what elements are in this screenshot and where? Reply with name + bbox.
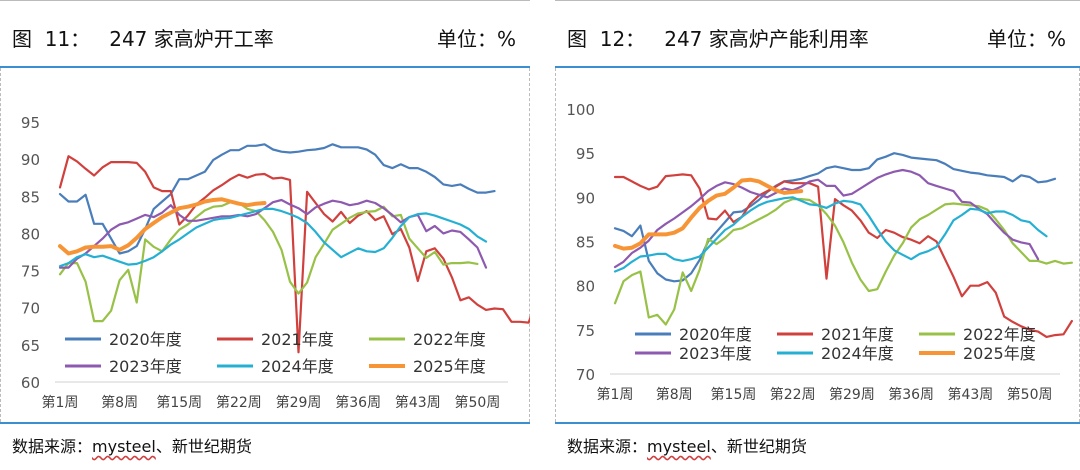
legend-label-2020: 2020年度 — [109, 330, 182, 349]
y-tick-label-70: 70 — [576, 366, 595, 384]
legend-label-2021: 2021年度 — [821, 325, 894, 344]
capacity-utilization-chart: 70 75 80 85 90 95 100 第1周 第8周 第15周 第22周 第29周 第36周 第43… — [566, 101, 1074, 403]
legend: 2020年度 2021年度 2022年度 2023年度 2024年度 2025年度 — [65, 330, 486, 376]
figure-title: 图 12： 247 家高炉产能利用率 — [567, 27, 869, 51]
legend-label-2023: 2023年度 — [679, 344, 752, 363]
series-line-2023 — [613, 168, 1040, 269]
x-tick-label-week-8: 第8周 — [656, 386, 693, 403]
x-tick-label-week-22: 第22周 — [770, 386, 816, 403]
x-tick-label-week-29: 第29周 — [829, 386, 875, 403]
legend-label-2020: 2020年度 — [679, 325, 752, 344]
legend-label-2025: 2025年度 — [413, 357, 486, 376]
unit-label: 单位：% — [986, 27, 1066, 51]
y-tick-label-75: 75 — [576, 322, 595, 340]
x-tick-label-week-50: 第50周 — [1007, 386, 1053, 403]
figure-11: 图 11： 247 家高炉开工率 单位：% 60 65 70 75 80 85 90 95 第1… — [0, 0, 530, 470]
x-tick-label-week-15: 第15周 — [711, 386, 757, 403]
series-line-2020 — [58, 143, 496, 255]
x-tick-label-week-22: 第22周 — [216, 394, 262, 411]
x-tick-label-week-1: 第1周 — [42, 394, 79, 411]
series-line-2024 — [58, 207, 488, 268]
y-tick-label-95: 95 — [576, 145, 595, 163]
source-word: mysteel — [647, 437, 711, 456]
data-source: 数据来源：mysteel、新世纪期货 — [12, 433, 252, 457]
y-tick-label-80: 80 — [21, 225, 40, 243]
source-suffix: 、新世纪期货 — [155, 437, 252, 456]
x-tick-label-week-43: 第43周 — [395, 394, 441, 411]
series-line-2020 — [613, 152, 1057, 283]
figure-footer: 数据来源：mysteel、新世纪期货 — [555, 422, 1080, 462]
x-tick-label-week-36: 第36周 — [888, 386, 934, 403]
series-line-2024 — [613, 196, 1048, 273]
legend-label-2022: 2022年度 — [963, 325, 1036, 344]
y-tick-label-70: 70 — [21, 300, 40, 318]
series-line-2021 — [58, 155, 530, 354]
operating-rate-chart: 60 65 70 75 80 85 90 95 第1周 第8周 第15周 第22周 第29周 第36周 第4… — [21, 114, 530, 411]
legend-label-2025: 2025年度 — [963, 344, 1036, 363]
y-tick-label-90: 90 — [21, 151, 40, 169]
series-line-2021 — [613, 173, 1074, 338]
figure-title: 图 11： 247 家高炉开工率 — [12, 27, 274, 51]
y-tick-label-60: 60 — [21, 374, 40, 392]
figure-header: 图 12： 247 家高炉产能利用率 单位：% — [555, 0, 1080, 68]
source-suffix: 、新世纪期货 — [710, 437, 807, 456]
y-tick-label-75: 75 — [21, 263, 40, 281]
x-tick-label-week-1: 第1周 — [597, 386, 634, 403]
source-word: mysteel — [92, 437, 156, 456]
y-tick-label-85: 85 — [576, 234, 595, 252]
y-tick-label-80: 80 — [576, 278, 595, 296]
figure-footer: 数据来源：mysteel、新世纪期货 — [0, 422, 530, 462]
series-line-2025 — [58, 197, 267, 256]
y-tick-label-85: 85 — [21, 188, 40, 206]
legend-label-2022: 2022年度 — [413, 330, 486, 349]
x-tick-label-week-50: 第50周 — [455, 394, 501, 411]
x-tick-label-week-15: 第15周 — [156, 394, 202, 411]
data-source: 数据来源：mysteel、新世纪期货 — [567, 433, 807, 457]
unit-label: 单位：% — [436, 27, 516, 51]
legend-label-2024: 2024年度 — [261, 357, 334, 376]
chart-frame — [0, 68, 530, 422]
legend: 2020年度 2021年度 2022年度 2023年度 2024年度 2025年度 — [635, 325, 1036, 363]
y-tick-label-65: 65 — [21, 337, 40, 355]
series-line-2025 — [613, 177, 804, 251]
figure-12: 图 12： 247 家高炉产能利用率 单位：% 70 75 80 85 90 95 100 第… — [555, 0, 1080, 470]
source-prefix: 数据来源： — [567, 437, 648, 456]
x-tick-label-week-43: 第43周 — [947, 386, 993, 403]
x-tick-label-week-8: 第8周 — [101, 394, 138, 411]
legend-label-2023: 2023年度 — [109, 357, 182, 376]
x-tick-label-week-29: 第29周 — [276, 394, 322, 411]
x-tick-label-week-36: 第36周 — [335, 394, 381, 411]
figure-header: 图 11： 247 家高炉开工率 单位：% — [0, 0, 530, 68]
y-tick-label-100: 100 — [566, 101, 595, 119]
y-tick-label-90: 90 — [576, 189, 595, 207]
series-line-2022 — [613, 198, 1074, 326]
series-line-2022 — [58, 201, 479, 323]
source-prefix: 数据来源： — [12, 437, 93, 456]
legend-label-2021: 2021年度 — [261, 330, 334, 349]
y-tick-label-95: 95 — [21, 114, 40, 132]
legend-label-2024: 2024年度 — [821, 344, 894, 363]
